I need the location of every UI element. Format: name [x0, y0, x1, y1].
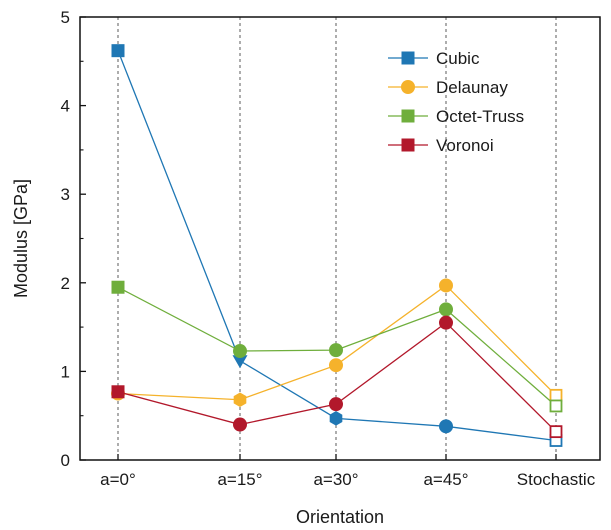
y-tick-label: 1	[61, 362, 70, 381]
y-tick-label: 0	[61, 451, 70, 470]
x-tick-label: a=45°	[423, 470, 468, 489]
legend: Cubic Delaunay Octet-Truss Voronoi	[388, 49, 524, 155]
data-point	[111, 44, 125, 58]
legend-entry: Voronoi	[388, 136, 494, 155]
data-point	[549, 388, 563, 402]
x-tick-label: a=15°	[217, 470, 262, 489]
y-tick-label: 4	[61, 97, 70, 116]
data-point	[111, 385, 125, 399]
legend-marker	[401, 80, 415, 94]
legend-label: Cubic	[436, 49, 480, 68]
data-point	[329, 411, 343, 426]
data-point	[439, 419, 453, 434]
grid-lines	[117, 17, 557, 460]
x-tick-label: a=0°	[100, 470, 136, 489]
x-axis-title: Orientation	[296, 507, 384, 527]
x-tick-label: Stochastic	[517, 470, 596, 489]
legend-entry: Cubic	[388, 49, 480, 68]
series-octet-truss	[111, 280, 563, 413]
y-axis-title: Modulus [GPa]	[11, 179, 31, 298]
y-tick-label: 2	[61, 274, 70, 293]
series-cubic	[111, 44, 563, 447]
data-point	[329, 343, 343, 358]
data-point	[233, 392, 247, 408]
series-voronoi	[111, 315, 563, 439]
x-tick-label: a=30°	[313, 470, 358, 489]
series-line	[117, 284, 557, 401]
y-tick-label: 3	[61, 185, 70, 204]
legend-label: Delaunay	[436, 78, 508, 97]
series-layer	[111, 44, 563, 447]
plot-frame	[79, 16, 601, 461]
x-axis: a=0° a=15° a=30° a=45° Stochastic	[100, 454, 596, 489]
data-point	[549, 425, 563, 439]
legend-marker	[401, 51, 415, 65]
data-point	[329, 397, 343, 412]
y-tick-label: 5	[61, 8, 70, 27]
y-axis: 0 1 2 3 4 5	[61, 8, 86, 470]
legend-entry: Octet-Truss	[388, 107, 524, 126]
legend-label: Voronoi	[436, 136, 494, 155]
legend-marker	[401, 109, 415, 123]
data-point	[233, 344, 247, 359]
legend-marker	[401, 138, 415, 152]
data-point	[439, 278, 453, 293]
data-point	[232, 355, 248, 369]
data-point	[549, 399, 563, 413]
legend-label: Octet-Truss	[436, 107, 524, 126]
data-point	[439, 302, 453, 317]
legend-entry: Delaunay	[388, 78, 508, 97]
data-point	[233, 417, 247, 432]
data-point	[329, 358, 343, 373]
data-point	[111, 280, 125, 294]
data-point	[439, 315, 453, 330]
